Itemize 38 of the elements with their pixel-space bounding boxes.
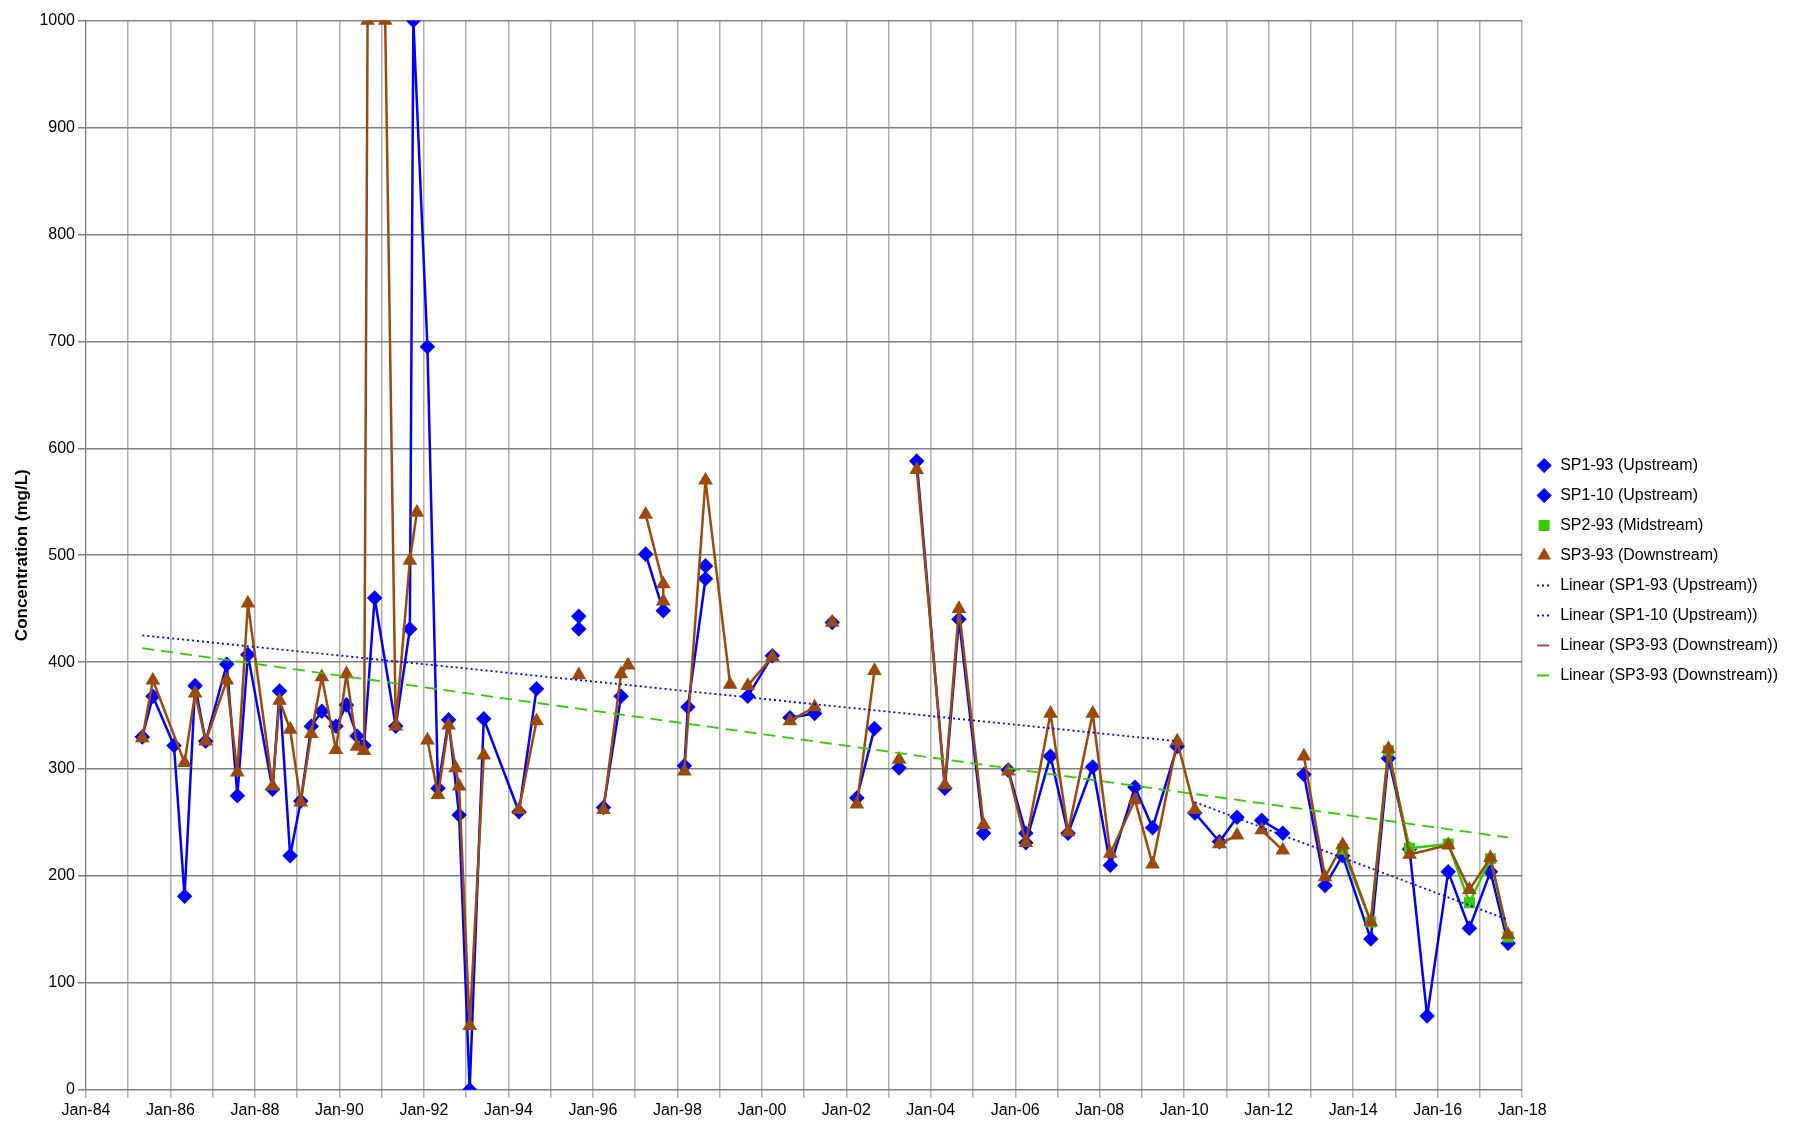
x-tick-label: Jan-98: [652, 1100, 702, 1118]
x-tick-label: Jan-88: [230, 1100, 280, 1118]
y-tick-label: 600: [48, 438, 76, 456]
x-tick-label: Jan-14: [1328, 1100, 1378, 1118]
x-tick-label: Jan-92: [399, 1100, 449, 1118]
legend-label: SP2-93 (Midstream): [1560, 515, 1704, 533]
x-tick-label: Jan-96: [568, 1100, 618, 1118]
x-tick-label: Jan-08: [1075, 1100, 1125, 1118]
x-tick-label: Jan-84: [61, 1100, 111, 1118]
legend-label: SP3-93 (Downstream): [1560, 545, 1719, 563]
y-tick-label: 400: [48, 652, 76, 670]
legend-label: Linear (SP1-93 (Upstream)): [1560, 575, 1758, 593]
y-tick-label: 200: [48, 866, 76, 884]
x-tick-label: Jan-90: [314, 1100, 364, 1118]
x-tick-label: Jan-94: [483, 1100, 533, 1118]
legend-label: Linear (SP3-93 (Downstream)): [1560, 665, 1779, 683]
x-tick-label: Jan-16: [1413, 1100, 1463, 1118]
x-tick-label: Jan-86: [146, 1100, 196, 1118]
y-tick-label: 700: [48, 331, 76, 349]
legend-label: SP1-10 (Upstream): [1560, 485, 1698, 503]
y-tick-label: 500: [48, 545, 76, 563]
y-axis-title: Concentration (mg/L): [11, 469, 31, 642]
x-tick-label: Jan-06: [990, 1100, 1040, 1118]
y-tick-label: 100: [48, 973, 76, 991]
y-tick-label: 0: [66, 1080, 76, 1098]
x-tick-label: Jan-04: [906, 1100, 956, 1118]
legend-label: Linear (SP1-10 (Upstream)): [1560, 605, 1758, 623]
x-tick-label: Jan-18: [1497, 1100, 1547, 1118]
y-tick-label: 1000: [39, 11, 76, 29]
legend-label: SP1-93 (Upstream): [1560, 455, 1698, 473]
legend-label: Linear (SP3-93 (Downstream)): [1560, 635, 1779, 653]
x-tick-label: Jan-12: [1244, 1100, 1294, 1118]
x-tick-label: Jan-00: [737, 1100, 787, 1118]
y-tick-label: 300: [48, 759, 76, 777]
x-tick-label: Jan-02: [821, 1100, 871, 1118]
x-tick-label: Jan-10: [1159, 1100, 1209, 1118]
y-tick-label: 800: [48, 224, 76, 242]
y-tick-label: 900: [48, 117, 76, 135]
